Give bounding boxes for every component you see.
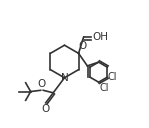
Text: O: O	[79, 41, 87, 51]
Text: OH: OH	[92, 32, 108, 42]
Text: Cl: Cl	[99, 83, 109, 93]
Text: O: O	[37, 79, 45, 89]
Text: N: N	[61, 73, 68, 83]
Text: Cl: Cl	[108, 72, 117, 82]
Text: O: O	[41, 104, 49, 114]
